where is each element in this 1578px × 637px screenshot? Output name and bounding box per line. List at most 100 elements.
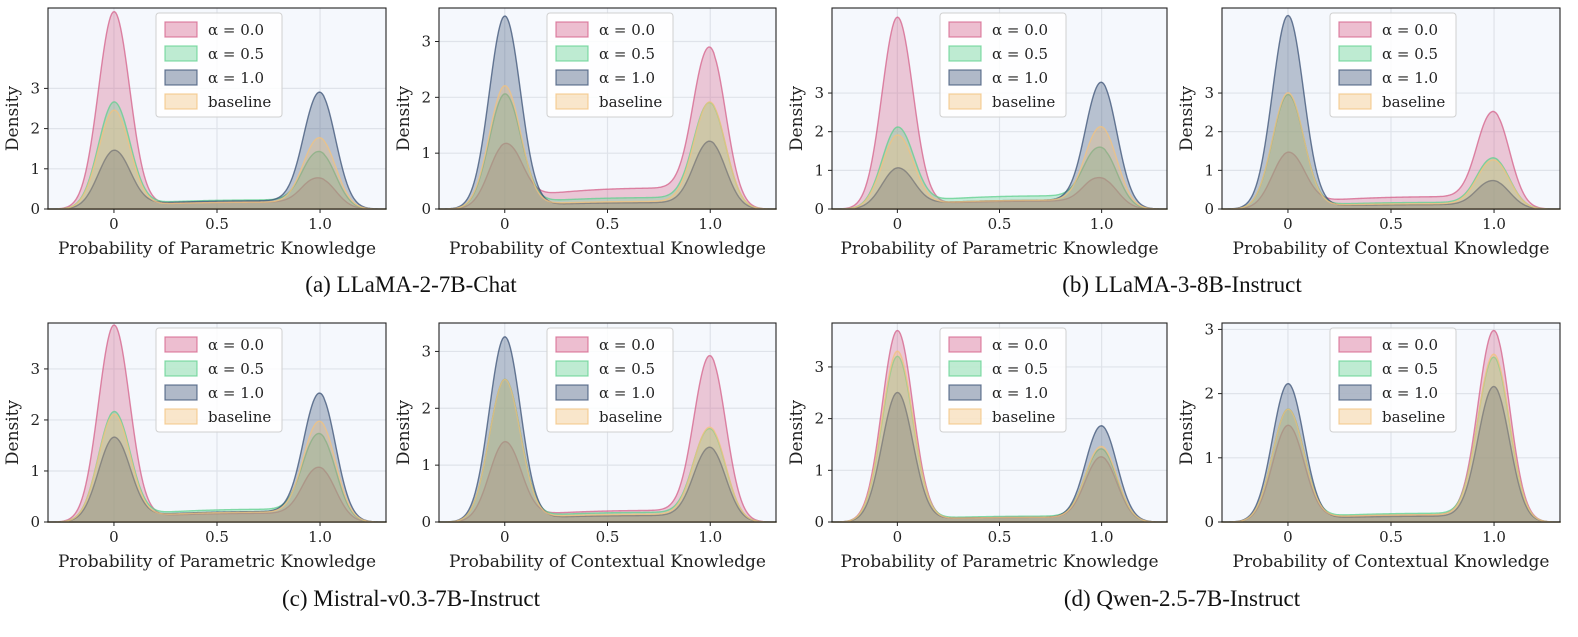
y-tick-label: 1 bbox=[421, 456, 431, 474]
x-tick-label: 1.0 bbox=[1090, 528, 1114, 546]
legend-label: baseline bbox=[1382, 408, 1445, 426]
y-axis-label: Density bbox=[394, 85, 414, 151]
x-axis-label: Probability of Contextual Knowledge bbox=[1233, 239, 1550, 259]
legend-box bbox=[546, 12, 674, 118]
y-tick-label: 2 bbox=[421, 88, 431, 106]
density-area--0-0 bbox=[47, 324, 387, 523]
x-tick-label: 0 bbox=[109, 215, 119, 233]
legend-box bbox=[155, 12, 283, 118]
y-axis-label: Density bbox=[394, 399, 414, 465]
legend-swatch bbox=[555, 93, 589, 110]
legend-swatch bbox=[164, 93, 198, 110]
legend-swatch bbox=[948, 336, 982, 353]
y-tick-label: 1 bbox=[814, 161, 824, 179]
legend-swatch bbox=[555, 360, 589, 377]
legend: α = 0.0 α = 0.5 α = 1.0 baseline bbox=[546, 12, 674, 118]
y-tick-label: 1 bbox=[1204, 449, 1214, 467]
x-tick-label: 1.0 bbox=[1482, 215, 1506, 233]
x-tick-label: 0 bbox=[1283, 215, 1293, 233]
x-tick-label: 1.0 bbox=[698, 215, 722, 233]
legend: α = 0.0 α = 0.5 α = 1.0 baseline bbox=[155, 12, 283, 118]
legend-label: baseline bbox=[599, 93, 662, 111]
y-tick-label: 3 bbox=[421, 342, 431, 360]
x-tick-label: 0 bbox=[893, 215, 903, 233]
x-tick-label: 0.5 bbox=[205, 528, 229, 546]
legend-swatch bbox=[164, 21, 198, 38]
legend-box bbox=[155, 327, 283, 433]
density-area-baseline bbox=[438, 84, 777, 210]
x-axis-label: Probability of Parametric Knowledge bbox=[58, 239, 376, 259]
y-axis-label: Density bbox=[3, 399, 23, 465]
x-tick-label: 0 bbox=[500, 215, 510, 233]
y-tick-label: 0 bbox=[421, 200, 431, 218]
x-tick-label: 0.5 bbox=[988, 215, 1012, 233]
legend-label: α = 1.0 bbox=[208, 384, 264, 402]
legend-swatch bbox=[555, 336, 589, 353]
caption-a: (a) LLaMA-2-7B-Chat bbox=[305, 272, 517, 297]
x-tick-label: 0.5 bbox=[205, 215, 229, 233]
caption-b: (b) LLaMA-3-8B-Instruct bbox=[1062, 272, 1302, 297]
density-area-baseline bbox=[438, 378, 777, 523]
y-tick-label: 0 bbox=[814, 200, 824, 218]
legend-label: α = 0.0 bbox=[599, 336, 655, 354]
y-tick-label: 0 bbox=[30, 513, 40, 531]
legend-box bbox=[1329, 327, 1457, 433]
x-tick-label: 0.5 bbox=[988, 528, 1012, 546]
y-tick-label: 1 bbox=[30, 160, 40, 178]
legend-label: α = 0.5 bbox=[992, 360, 1048, 378]
x-tick-label: 0 bbox=[500, 528, 510, 546]
legend-swatch bbox=[164, 69, 198, 86]
density-area--0-5 bbox=[831, 126, 1168, 210]
y-tick-label: 2 bbox=[1204, 385, 1214, 403]
density-area-baseline bbox=[831, 125, 1168, 210]
subplot-2: 0 0.5 1.0 0 1 2 3 Probability of Contextual Kno… bbox=[394, 7, 777, 259]
legend-box bbox=[1329, 12, 1457, 118]
legend-label: α = 0.5 bbox=[208, 45, 264, 63]
density-area--1-0 bbox=[47, 91, 387, 210]
x-axis-label: Probability of Parametric Knowledge bbox=[840, 239, 1158, 259]
legend-label: baseline bbox=[1382, 93, 1445, 111]
legend-box bbox=[939, 327, 1067, 433]
y-tick-label: 1 bbox=[421, 144, 431, 162]
y-axis-label: Density bbox=[787, 85, 807, 151]
y-tick-label: 1 bbox=[1204, 161, 1214, 179]
density-area--1-0 bbox=[1221, 382, 1561, 523]
legend-label: α = 0.5 bbox=[1382, 45, 1438, 63]
y-axis-label: Density bbox=[3, 85, 23, 151]
x-tick-label: 1.0 bbox=[698, 528, 722, 546]
legend-swatch bbox=[948, 384, 982, 401]
legend-box bbox=[939, 12, 1067, 118]
legend-swatch bbox=[164, 384, 198, 401]
x-tick-label: 0.5 bbox=[596, 215, 620, 233]
legend-swatch bbox=[555, 45, 589, 62]
legend-label: baseline bbox=[208, 93, 271, 111]
legend-label: α = 0.5 bbox=[599, 360, 655, 378]
subplot-1: 0 0.5 1.0 0 1 2 3 Probability of Parametric Kno… bbox=[3, 7, 387, 259]
y-tick-label: 1 bbox=[30, 462, 40, 480]
legend-box bbox=[546, 327, 674, 433]
x-tick-label: 1.0 bbox=[1090, 215, 1114, 233]
y-tick-label: 0 bbox=[1204, 200, 1214, 218]
legend-label: α = 1.0 bbox=[992, 69, 1048, 87]
subplot-8: 0 0.5 1.0 0 1 2 3 Probability of Contextual Kno… bbox=[1177, 320, 1561, 572]
legend-swatch bbox=[555, 384, 589, 401]
subplot-5: 0 0.5 1.0 0 1 2 3 Probability of Parametric Kno… bbox=[3, 322, 387, 572]
x-axis-label: Probability of Parametric Knowledge bbox=[58, 552, 376, 572]
legend-label: baseline bbox=[992, 408, 1055, 426]
x-tick-label: 1.0 bbox=[1482, 528, 1506, 546]
legend-swatch bbox=[948, 45, 982, 62]
y-axis-label: Density bbox=[787, 399, 807, 465]
density-area--1-0 bbox=[438, 336, 777, 523]
legend-swatch bbox=[948, 21, 982, 38]
legend: α = 0.0 α = 0.5 α = 1.0 baseline bbox=[1329, 327, 1457, 433]
y-tick-label: 2 bbox=[1204, 123, 1214, 141]
legend-label: α = 0.0 bbox=[1382, 21, 1438, 39]
density-area-baseline bbox=[47, 413, 387, 523]
legend-swatch bbox=[555, 69, 589, 86]
legend: α = 0.0 α = 0.5 α = 1.0 baseline bbox=[939, 12, 1067, 118]
subplot-7: 0 0.5 1.0 0 1 2 3 Probability of Parametric Kno… bbox=[787, 322, 1168, 572]
legend: α = 0.0 α = 0.5 α = 1.0 baseline bbox=[546, 327, 674, 433]
y-tick-label: 3 bbox=[814, 84, 824, 102]
y-tick-label: 0 bbox=[1204, 513, 1214, 531]
